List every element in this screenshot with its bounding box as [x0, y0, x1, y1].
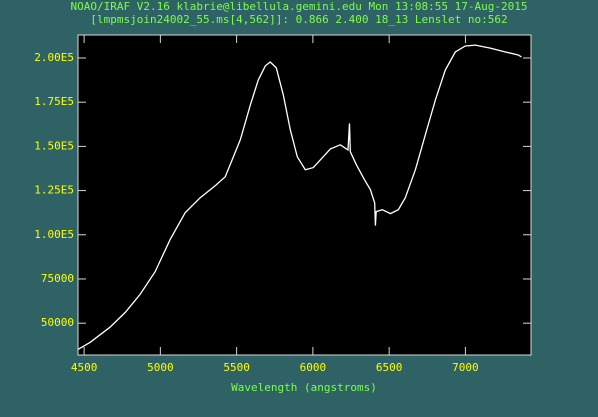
x-tick-label: 4500 — [71, 361, 98, 374]
x-tick-label: 5500 — [223, 361, 250, 374]
y-tick-label: 1.50E5 — [34, 139, 74, 152]
x-axis-label: Wavelength (angstroms) — [231, 381, 377, 394]
x-tick-label: 6500 — [376, 361, 403, 374]
chart-subtitle: [lmpmsjoin24002_55.ms[4,562]]: 0.866 2.4… — [90, 13, 507, 26]
y-tick-label: 2.00E5 — [34, 51, 74, 64]
plot-area — [77, 34, 532, 356]
x-tick-label: 6000 — [300, 361, 327, 374]
x-tick-label: 5000 — [147, 361, 174, 374]
x-tick-label: 7000 — [452, 361, 479, 374]
chart-title: NOAO/IRAF V2.16 klabrie@libellula.gemini… — [71, 0, 528, 13]
y-tick-label: 75000 — [41, 272, 74, 285]
y-tick-label: 1.75E5 — [34, 95, 74, 108]
y-tick-label: 1.00E5 — [34, 228, 74, 241]
y-tick-label: 1.25E5 — [34, 184, 74, 197]
y-tick-label: 50000 — [41, 316, 74, 329]
spectrum-line — [77, 44, 522, 350]
